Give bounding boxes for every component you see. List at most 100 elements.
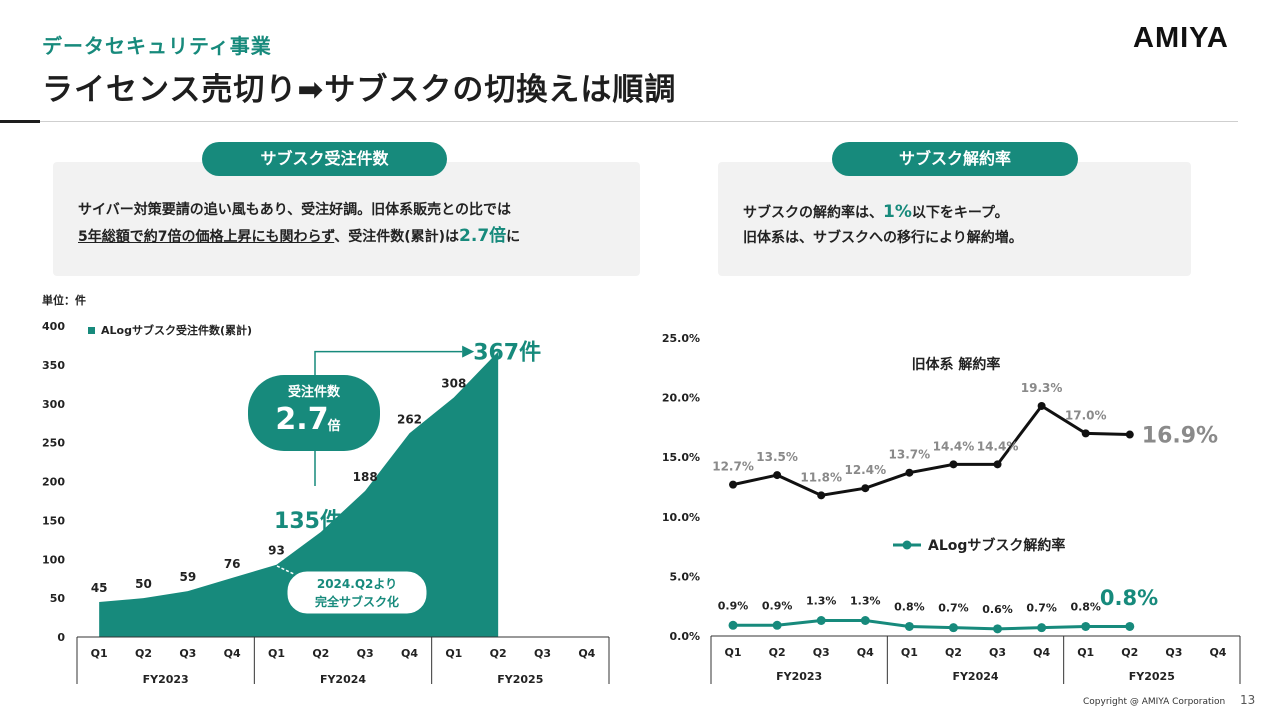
legacy-series-point [773, 471, 782, 480]
callout-connector [276, 565, 299, 577]
legacy-series-point [993, 460, 1002, 469]
x-tick-label: Q1 [445, 647, 462, 660]
callout-bubble [286, 570, 428, 615]
y-tick-label: 50 [50, 592, 66, 605]
section-title: データセキュリティ事業 [42, 34, 272, 58]
x-tick-label: Q4 [401, 647, 418, 660]
legacy-data-label: 14.4% [933, 439, 975, 453]
data-label: 308 [441, 377, 466, 391]
left-panel-line-2: 5年総額で約7倍の価格上昇にも関わらず、受注件数(累計)は2.7倍に [78, 223, 520, 250]
legacy-series-point [817, 491, 826, 500]
y-tick-label: 150 [42, 514, 65, 527]
subscription-series-point [1125, 621, 1135, 631]
legacy-series-point [861, 484, 870, 493]
left-panel-underlined-text: 5年総額で約7倍の価格上昇にも関わらず [78, 229, 335, 245]
x-tick-label: Q1 [1077, 646, 1094, 659]
subscription-legend-marker [902, 540, 912, 550]
subscription-series-point [860, 616, 870, 626]
y-tick-label: 250 [42, 437, 65, 450]
data-label: 59 [179, 570, 196, 584]
legacy-series-line [732, 403, 1130, 497]
y-tick-label: 400 [42, 320, 65, 333]
data-label: 188 [353, 470, 378, 484]
subscription-data-label: 0.9% [718, 599, 749, 612]
legacy-data-label: 13.7% [889, 448, 931, 462]
legacy-data-label: 12.4% [844, 463, 886, 477]
x-tick-label: Q1 [268, 647, 285, 660]
y-tick-label: 15.0% [662, 451, 700, 464]
legacy-data-label: 17.0% [1065, 408, 1107, 422]
subscription-series-point [1081, 621, 1091, 631]
subscription-series-point [816, 616, 826, 626]
ratio-bubble [248, 375, 380, 451]
y-tick-label: 5.0% [669, 570, 700, 583]
x-tick-label: Q3 [534, 647, 551, 660]
subscription-data-label: 0.7% [1026, 602, 1057, 615]
y-tick-label: 300 [42, 398, 65, 411]
unit-label: 単位：件 [42, 293, 86, 307]
subscription-last-value-label: 0.8% [1100, 586, 1158, 610]
header-divider-accent [0, 120, 40, 123]
legacy-data-label: 12.7% [712, 460, 754, 474]
group-label: FY2023 [776, 670, 822, 683]
legacy-series-point [949, 460, 958, 469]
x-tick-label: Q2 [135, 647, 152, 660]
legacy-series-point [1125, 430, 1134, 439]
subscription-series-point [948, 623, 958, 633]
data-label: 262 [397, 412, 422, 426]
group-label: FY2024 [952, 670, 998, 683]
ratio-label: 受注件数 [288, 384, 341, 400]
y-tick-label: 0.0% [669, 630, 700, 643]
data-label: 45 [91, 581, 108, 595]
subscription-series-point [993, 624, 1003, 634]
right-panel-line-1: サブスクの解約率は、1%以下をキープ。 [743, 199, 1009, 226]
copyright: Copyright @ AMIYA Corporation [1083, 697, 1226, 707]
company-logo: AMIYA [1133, 22, 1229, 54]
left-panel-text-end: に [506, 229, 521, 245]
x-tick-label: Q4 [857, 646, 874, 659]
subscription-series-point [728, 620, 738, 630]
data-label: 76 [224, 557, 241, 571]
legacy-series-point [905, 468, 914, 477]
legacy-data-label: 11.8% [800, 470, 842, 484]
ratio-value: 2.7 [275, 402, 328, 437]
page-number: 13 [1240, 693, 1256, 707]
ratio-unit: 倍 [327, 418, 340, 434]
legacy-data-label: 13.5% [756, 450, 798, 464]
x-tick-label: Q4 [224, 647, 241, 660]
callout-line-2: 完全サブスク化 [315, 594, 399, 609]
x-tick-label: Q3 [179, 647, 196, 660]
subscription-legend-label: ALogサブスク解約率 [928, 537, 1065, 554]
subscription-data-label: 1.3% [850, 595, 881, 608]
subscription-series-line [733, 619, 1130, 631]
y-tick-label: 20.0% [662, 392, 700, 405]
x-tick-label: Q2 [945, 646, 962, 659]
legacy-series-point [1081, 429, 1090, 438]
y-tick-label: 200 [42, 476, 65, 489]
legacy-last-value-label: 16.9% [1142, 424, 1218, 449]
group-label: FY2025 [497, 673, 543, 686]
left-panel-pill: サブスク受注件数 [202, 142, 447, 176]
right-panel-pill: サブスク解約率 [832, 142, 1078, 176]
legacy-series-point [729, 480, 738, 489]
end-value-label: 367件 [473, 341, 541, 366]
x-tick-label: Q2 [490, 647, 507, 660]
subscription-data-label: 0.8% [1070, 600, 1101, 613]
y-tick-label: 100 [42, 553, 65, 566]
legend-swatch [88, 327, 95, 334]
legacy-series-name: 旧体系 解約率 [912, 356, 1001, 373]
legacy-data-label: 19.3% [1021, 381, 1063, 395]
group-label: FY2023 [143, 673, 189, 686]
legend-label: ALogサブスク受注件数(累計) [101, 323, 252, 337]
x-tick-label: Q3 [989, 646, 1006, 659]
right-panel-line-2: 旧体系は、サブスクへの移行により解約増。 [743, 230, 1023, 246]
left-panel-accent: 2.7倍 [459, 226, 507, 246]
y-tick-label: 10.0% [662, 511, 700, 524]
group-label: FY2024 [320, 673, 366, 686]
subscription-data-label: 1.3% [806, 595, 837, 608]
subscription-data-label: 0.7% [938, 602, 969, 615]
page-title: ライセンス売切り➡サブスクの切換えは順調 [42, 72, 677, 108]
y-tick-label: 350 [42, 359, 65, 372]
right-panel-text: サブスクの解約率は、 [743, 205, 883, 221]
x-tick-label: Q4 [1033, 646, 1050, 659]
